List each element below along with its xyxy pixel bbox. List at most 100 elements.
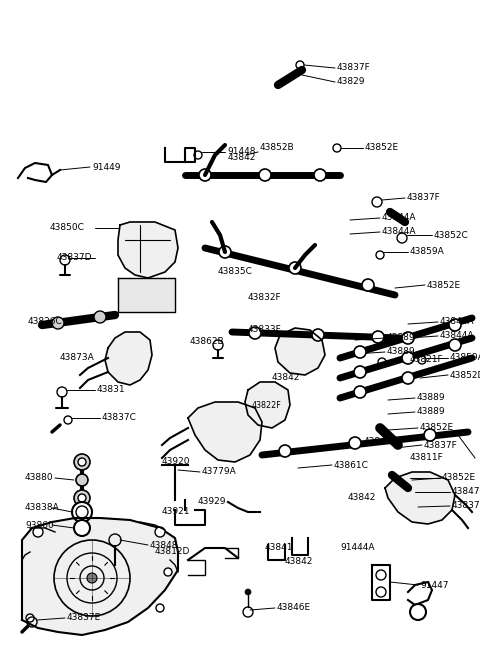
Text: 43844A: 43844A [440, 331, 475, 341]
Circle shape [372, 331, 384, 343]
Text: 43842: 43842 [228, 153, 256, 162]
Text: 43848: 43848 [150, 540, 179, 550]
Text: 43844A: 43844A [382, 227, 417, 236]
Text: 43920: 43920 [162, 457, 191, 466]
Polygon shape [118, 278, 175, 312]
Circle shape [449, 319, 461, 331]
Text: 43847D: 43847D [452, 487, 480, 496]
Text: 43837D: 43837D [57, 253, 93, 263]
Circle shape [402, 332, 414, 344]
Text: 43873A: 43873A [60, 354, 95, 362]
Circle shape [354, 366, 366, 378]
Circle shape [410, 604, 426, 620]
Circle shape [94, 311, 106, 323]
Text: 43829: 43829 [337, 77, 365, 86]
Text: 43859A: 43859A [410, 248, 445, 257]
Circle shape [155, 527, 165, 537]
Text: 43880: 43880 [25, 474, 54, 483]
Text: 43837F: 43837F [424, 441, 458, 449]
Text: 43921: 43921 [162, 508, 191, 517]
Circle shape [164, 568, 172, 576]
Text: 43889: 43889 [387, 333, 416, 343]
Polygon shape [118, 222, 178, 278]
Text: 43841: 43841 [265, 544, 293, 553]
Text: 43833F: 43833F [248, 326, 282, 335]
Circle shape [199, 169, 211, 181]
Text: 43929: 43929 [198, 498, 227, 506]
Text: 91449: 91449 [92, 162, 120, 172]
Text: 43831: 43831 [97, 386, 126, 394]
Text: 43779A: 43779A [202, 468, 237, 476]
Text: 91448: 91448 [227, 147, 255, 157]
Circle shape [402, 372, 414, 384]
Text: 43889: 43889 [417, 407, 445, 417]
Text: 43852E: 43852E [427, 280, 461, 290]
Text: 93860: 93860 [25, 521, 54, 529]
Text: 43846E: 43846E [277, 603, 311, 612]
Text: 43837F: 43837F [407, 193, 441, 202]
Text: 43837F: 43837F [337, 64, 371, 73]
Circle shape [74, 454, 90, 470]
Circle shape [219, 246, 231, 258]
Text: 43850C: 43850C [50, 223, 85, 233]
Text: 43852E: 43852E [365, 143, 399, 153]
Text: 43842: 43842 [272, 373, 300, 383]
Circle shape [424, 429, 436, 441]
Text: 91447: 91447 [420, 580, 448, 590]
Circle shape [74, 490, 90, 506]
Text: 43852B: 43852B [260, 143, 295, 153]
Circle shape [33, 527, 43, 537]
Circle shape [72, 502, 92, 522]
Text: 43844A: 43844A [440, 318, 475, 326]
Circle shape [354, 346, 366, 358]
Text: 43821F: 43821F [410, 356, 444, 364]
Text: 43889: 43889 [387, 348, 416, 356]
Text: 43852E: 43852E [420, 424, 454, 432]
Circle shape [245, 589, 251, 595]
Circle shape [76, 474, 88, 486]
Text: 43859A: 43859A [450, 354, 480, 362]
Polygon shape [22, 518, 178, 635]
Text: 43837F: 43837F [452, 502, 480, 510]
Circle shape [78, 494, 86, 502]
Circle shape [362, 279, 374, 291]
Circle shape [354, 386, 366, 398]
Circle shape [279, 445, 291, 457]
Text: 43811F: 43811F [410, 453, 444, 462]
Text: 43812D: 43812D [155, 548, 191, 557]
Text: 43835C: 43835C [218, 267, 253, 276]
Text: 43822F: 43822F [252, 400, 282, 409]
Text: 43842: 43842 [285, 557, 313, 567]
Text: 43837C: 43837C [102, 413, 137, 422]
Circle shape [449, 339, 461, 351]
Text: 91444A: 91444A [340, 544, 374, 553]
Text: 43826C: 43826C [28, 318, 63, 326]
Text: 43852E: 43852E [442, 474, 476, 483]
Circle shape [78, 458, 86, 466]
Text: 43852D: 43852D [450, 371, 480, 379]
Circle shape [156, 604, 164, 612]
Polygon shape [275, 328, 325, 375]
Circle shape [26, 614, 34, 622]
Text: 43889: 43889 [417, 394, 445, 403]
Circle shape [402, 352, 414, 364]
Text: 43847E: 43847E [364, 438, 398, 447]
Text: 43837E: 43837E [67, 614, 101, 622]
Circle shape [259, 169, 271, 181]
Circle shape [312, 329, 324, 341]
Polygon shape [385, 472, 455, 524]
Polygon shape [245, 382, 290, 428]
Text: 43832F: 43832F [248, 293, 282, 303]
Text: 43842: 43842 [348, 493, 376, 502]
Text: 43861C: 43861C [334, 460, 369, 470]
Circle shape [87, 573, 97, 583]
Circle shape [52, 317, 64, 329]
Text: 43844A: 43844A [382, 214, 417, 223]
Text: 43862B: 43862B [190, 337, 225, 346]
Text: 43838A: 43838A [25, 504, 60, 512]
Circle shape [249, 327, 261, 339]
Circle shape [74, 520, 90, 536]
Circle shape [314, 169, 326, 181]
Polygon shape [188, 402, 262, 462]
Text: 43852C: 43852C [434, 231, 469, 240]
